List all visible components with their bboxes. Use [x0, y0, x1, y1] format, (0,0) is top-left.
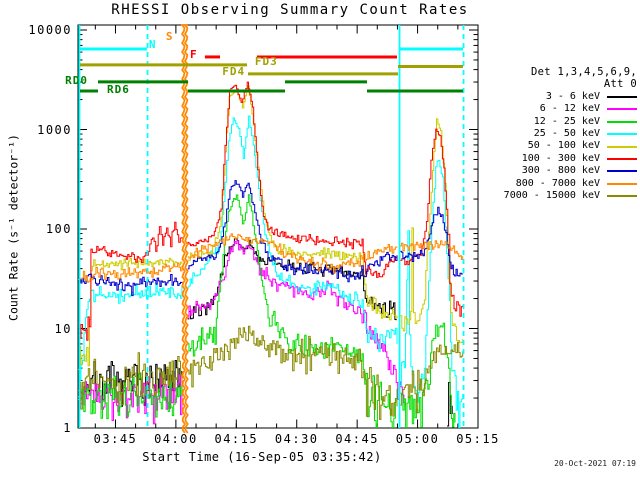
annotation-F: F — [189, 48, 198, 62]
legend-entry: 6 - 12 keV — [477, 103, 637, 115]
legend-title-line2: Att 0 — [603, 78, 637, 91]
legend-entry: 3 - 6 keV — [477, 91, 637, 103]
legend-entry-label: 100 - 300 keV — [521, 152, 600, 164]
legend-title-line1: Det 1,3,4,5,6,9, — [531, 66, 637, 78]
legend-color-swatch — [607, 195, 637, 198]
legend-color-swatch — [607, 95, 637, 98]
series-100-300keV — [187, 81, 398, 278]
legend-entry-label: 25 - 50 keV — [533, 127, 600, 139]
legend-color-swatch — [607, 170, 637, 173]
legend-entry-label: 3 - 6 keV — [545, 90, 600, 102]
chart-title: RHESSI Observing Summary Count Rates — [111, 2, 469, 18]
series-800-7000keV — [78, 262, 183, 283]
y-tick-label: 1 — [63, 421, 72, 435]
x-axis-label: Start Time (16-Sep-05 03:35:42) — [142, 450, 382, 464]
annotation-RD0: RD0 — [65, 73, 88, 87]
x-tick-label: 03:45 — [93, 432, 138, 446]
legend-color-swatch — [607, 145, 637, 148]
x-tick-label: 04:45 — [335, 432, 379, 446]
legend-entry: 800 - 7000 keV — [477, 178, 637, 190]
series-25-50keV — [187, 115, 398, 352]
legend-entry-label: 12 - 25 keV — [533, 115, 600, 127]
series-12-25keV — [78, 373, 183, 420]
series-7000-15000keV — [78, 352, 183, 410]
series-50-100keV — [78, 257, 183, 370]
series-300-800keV — [400, 206, 464, 277]
legend-color-swatch — [607, 157, 637, 160]
y-tick-label: 100 — [45, 222, 72, 236]
series-300-800keV — [78, 273, 183, 297]
x-tick-label: 04:30 — [274, 432, 319, 446]
annotation-RD6: RD6 — [107, 83, 130, 97]
series-100-300keV — [78, 221, 183, 341]
series-50-100keV — [400, 118, 464, 343]
legend-entry-label: 7000 - 15000 keV — [503, 189, 600, 201]
y-tick-label: 10000 — [28, 23, 72, 37]
legend-entry: 50 - 100 keV — [477, 140, 637, 152]
y-tick-label: 10 — [54, 321, 72, 336]
legend-entry-label: 6 - 12 keV — [539, 103, 600, 115]
series-7000-15000keV — [400, 341, 464, 414]
series-7000-15000keV — [187, 325, 398, 420]
legend-entry: 7000 - 15000 keV — [477, 190, 637, 202]
legend-color-swatch — [607, 133, 637, 136]
x-tick-label: 05:00 — [395, 432, 440, 446]
saa-marker-line — [183, 24, 189, 434]
series-800-7000keV — [400, 240, 464, 260]
series-12-25keV — [400, 322, 456, 428]
series-800-7000keV — [187, 233, 398, 274]
plot-frame — [77, 24, 479, 429]
series-25-50keV — [78, 283, 183, 400]
annotation-S: S — [165, 29, 174, 43]
legend-entry-label: 800 - 7000 keV — [515, 177, 600, 189]
legend-entry: 300 - 800 keV — [477, 165, 637, 177]
x-tick-label: 04:00 — [154, 432, 198, 446]
y-tick-label: 1000 — [37, 122, 72, 137]
series-300-800keV — [187, 180, 398, 283]
legend-entry: 25 - 50 keV — [477, 128, 637, 140]
annotation-FD4: FD4 — [222, 65, 246, 79]
annotation-FD3: FD3 — [254, 55, 278, 69]
legend-entry-label: 300 - 800 keV — [521, 165, 600, 177]
legend-color-swatch — [607, 120, 637, 123]
legend-entry-label: 50 - 100 keV — [527, 140, 600, 152]
series-100-300keV — [400, 128, 464, 317]
annotation-N: N — [148, 37, 157, 51]
saa-marker-line — [180, 24, 186, 434]
legend-color-swatch — [607, 182, 637, 185]
plot-timestamp: 20-Oct-2021 07:19 — [554, 459, 636, 468]
x-tick-label: 05:15 — [456, 432, 500, 446]
legend-color-swatch — [607, 108, 637, 111]
x-tick-label: 04:15 — [214, 432, 259, 446]
legend-entry: 100 - 300 keV — [477, 153, 637, 165]
legend-entry: 12 - 25 keV — [477, 116, 637, 128]
